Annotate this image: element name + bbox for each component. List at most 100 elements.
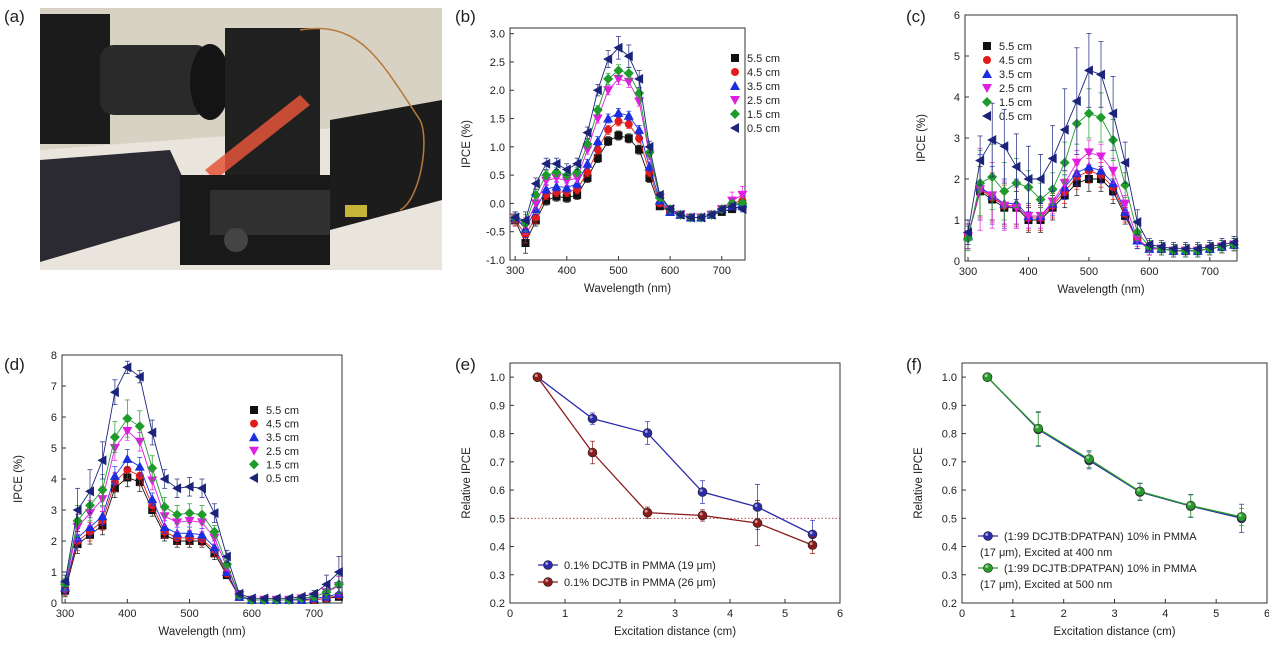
data-point: [209, 508, 219, 519]
y-tick-label: 3: [51, 505, 57, 517]
y-tick-label: 4: [954, 92, 960, 104]
legend-label: 4.5 cm: [266, 419, 299, 431]
panel-label-b: (b): [455, 7, 476, 26]
y-tick-label: -0.5: [486, 227, 505, 239]
data-point: [1228, 237, 1238, 248]
data-point: [1096, 152, 1106, 162]
series-2: [532, 372, 818, 554]
y-tick-label: 1.0: [490, 372, 505, 384]
y-tick-label: 1.5: [490, 114, 505, 126]
x-tick-label: 0: [507, 608, 513, 620]
legend-marker: [730, 123, 739, 133]
photo-stage-knob: [224, 228, 248, 252]
y-tick-label: 0.2: [942, 598, 957, 610]
legend-marker: [730, 109, 740, 119]
data-point: [123, 465, 132, 474]
data-point: [613, 42, 623, 53]
data-point: [807, 540, 818, 550]
data-point: [642, 507, 653, 518]
x-tick-label: 400: [118, 608, 136, 620]
legend: (1:99 DCJTB:DPATPAN) 10% in PMMA (17 μm),…: [978, 531, 1197, 591]
data-point-highlight: [754, 504, 758, 507]
data-point: [675, 209, 685, 220]
legend-label: 1.5 cm: [999, 97, 1032, 109]
data-point: [644, 161, 655, 171]
y-tick-label: 5: [954, 51, 960, 63]
series-6: [510, 36, 747, 230]
data-point: [1011, 203, 1022, 213]
x-tick-label: 600: [243, 608, 261, 620]
data-point: [221, 559, 232, 570]
y-tick-label: 0.4: [942, 542, 957, 554]
photo-lens-barrel: [100, 45, 210, 115]
legend-label: 0.5 cm: [999, 111, 1032, 123]
legend-label: 0.5 cm: [266, 473, 299, 485]
data-point: [541, 184, 552, 194]
data-point: [197, 509, 207, 520]
series-5: [510, 64, 748, 233]
y-tick-label: 7: [51, 381, 57, 393]
data-point: [197, 529, 207, 539]
x-tick-label: 400: [558, 265, 576, 277]
legend-marker: [249, 473, 258, 483]
y-tick-label: 0: [51, 598, 57, 610]
data-point: [1023, 211, 1034, 221]
data-point: [1047, 153, 1057, 164]
y-tick-label: 0.9: [490, 400, 505, 412]
data-point: [134, 461, 145, 471]
data-point: [122, 413, 133, 424]
series-5: [60, 399, 344, 605]
series-6: [963, 33, 1238, 256]
legend-marker-highlight: [985, 565, 989, 568]
legend-label: 2.5 cm: [266, 446, 299, 458]
data-point-highlight: [984, 374, 988, 378]
data-point: [604, 125, 613, 134]
data-point: [613, 74, 624, 84]
x-tick-label: 2: [1061, 608, 1067, 620]
data-point: [654, 189, 664, 200]
data-point: [97, 511, 108, 521]
x-tick-label: 500: [1080, 266, 1098, 278]
legend-marker: [249, 432, 259, 442]
data-point: [159, 474, 169, 484]
data-point-highlight: [534, 374, 538, 378]
data-point: [603, 113, 614, 123]
data-point: [1120, 199, 1131, 209]
data-point: [510, 212, 520, 223]
data-point: [634, 97, 645, 107]
data-point: [184, 508, 195, 519]
data-point: [109, 432, 120, 443]
data-point: [685, 212, 695, 223]
y-tick-label: 1: [51, 567, 57, 579]
x-tick-label: 4: [727, 608, 733, 620]
data-point: [603, 54, 613, 65]
data-point-highlight: [699, 489, 703, 493]
data-point: [1180, 243, 1190, 254]
data-point: [593, 154, 602, 163]
data-point: [665, 204, 675, 215]
data-point: [572, 178, 583, 188]
legend-label: 4.5 cm: [999, 55, 1032, 67]
data-point: [623, 51, 633, 62]
x-tick-label: 3: [672, 608, 678, 620]
data-point: [561, 176, 572, 186]
x-axis-title: Wavelength (nm): [158, 626, 245, 638]
y-axis-title: Relative IPCE: [913, 447, 925, 519]
series-line: [536, 376, 813, 546]
data-point: [573, 190, 582, 199]
x-tick-label: 500: [609, 265, 627, 277]
legend-label: 1.5 cm: [747, 109, 780, 121]
data-point: [85, 522, 95, 532]
data-point: [963, 227, 973, 238]
legend-label: 0.1% DCJTB in PMMA (19 μm): [564, 560, 716, 572]
plot-frame: [509, 27, 746, 261]
data-point: [1071, 158, 1082, 168]
data-point: [604, 137, 613, 146]
legend-label: 2.5 cm: [747, 95, 780, 107]
x-tick-label: 500: [180, 608, 198, 620]
panel-label-d: (d): [4, 355, 25, 374]
data-point-highlight: [754, 520, 758, 524]
legend-label: 0.1% DCJTB in PMMA (26 μm): [564, 577, 716, 589]
y-tick-label: 4: [51, 474, 57, 486]
legend-marker: [983, 563, 993, 573]
